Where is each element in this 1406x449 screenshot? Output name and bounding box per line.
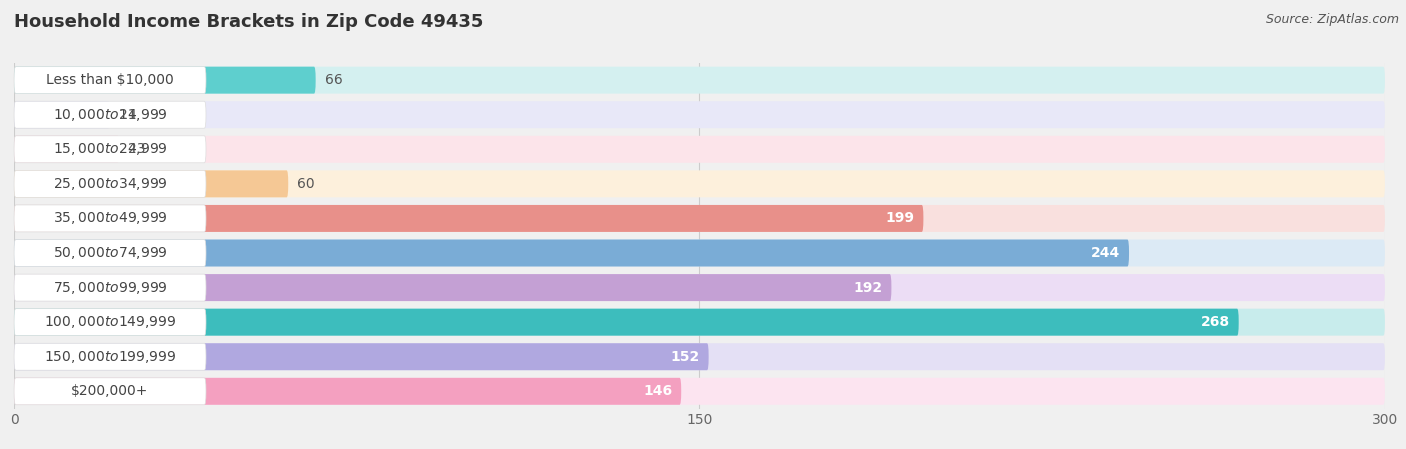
FancyBboxPatch shape (14, 239, 1385, 267)
Text: $25,000 to $34,999: $25,000 to $34,999 (52, 176, 167, 192)
Text: 152: 152 (671, 350, 700, 364)
FancyBboxPatch shape (14, 274, 891, 301)
Text: $15,000 to $24,999: $15,000 to $24,999 (52, 141, 167, 157)
FancyBboxPatch shape (14, 66, 207, 94)
FancyBboxPatch shape (14, 239, 207, 267)
FancyBboxPatch shape (14, 170, 288, 198)
Text: $200,000+: $200,000+ (72, 384, 149, 398)
Text: $100,000 to $149,999: $100,000 to $149,999 (44, 314, 176, 330)
FancyBboxPatch shape (14, 136, 207, 163)
FancyBboxPatch shape (14, 101, 110, 128)
FancyBboxPatch shape (14, 170, 207, 198)
FancyBboxPatch shape (14, 343, 709, 370)
FancyBboxPatch shape (14, 170, 1385, 198)
FancyBboxPatch shape (14, 378, 1385, 405)
FancyBboxPatch shape (14, 378, 207, 405)
FancyBboxPatch shape (14, 101, 207, 128)
FancyBboxPatch shape (14, 274, 1385, 301)
Text: $75,000 to $99,999: $75,000 to $99,999 (52, 280, 167, 295)
Text: 146: 146 (643, 384, 672, 398)
Text: 23: 23 (128, 142, 146, 156)
FancyBboxPatch shape (14, 239, 1129, 267)
FancyBboxPatch shape (14, 205, 1385, 232)
Text: $10,000 to $14,999: $10,000 to $14,999 (52, 107, 167, 123)
FancyBboxPatch shape (14, 308, 1385, 336)
Text: 199: 199 (886, 211, 914, 225)
Text: 66: 66 (325, 73, 343, 87)
FancyBboxPatch shape (14, 274, 207, 301)
Text: 60: 60 (298, 177, 315, 191)
FancyBboxPatch shape (14, 343, 1385, 370)
Text: 268: 268 (1201, 315, 1229, 329)
FancyBboxPatch shape (14, 66, 316, 94)
Text: 244: 244 (1091, 246, 1121, 260)
Text: 192: 192 (853, 281, 883, 295)
FancyBboxPatch shape (14, 343, 207, 370)
FancyBboxPatch shape (14, 205, 924, 232)
FancyBboxPatch shape (14, 308, 1239, 336)
FancyBboxPatch shape (14, 66, 1385, 94)
Text: $150,000 to $199,999: $150,000 to $199,999 (44, 349, 176, 365)
FancyBboxPatch shape (14, 136, 120, 163)
FancyBboxPatch shape (14, 308, 207, 336)
FancyBboxPatch shape (14, 205, 207, 232)
Text: Less than $10,000: Less than $10,000 (46, 73, 174, 87)
FancyBboxPatch shape (14, 378, 682, 405)
Text: Source: ZipAtlas.com: Source: ZipAtlas.com (1265, 13, 1399, 26)
Text: $50,000 to $74,999: $50,000 to $74,999 (52, 245, 167, 261)
Text: $35,000 to $49,999: $35,000 to $49,999 (52, 211, 167, 226)
Text: Household Income Brackets in Zip Code 49435: Household Income Brackets in Zip Code 49… (14, 13, 484, 31)
FancyBboxPatch shape (14, 136, 1385, 163)
Text: 21: 21 (120, 108, 136, 122)
FancyBboxPatch shape (14, 101, 1385, 128)
